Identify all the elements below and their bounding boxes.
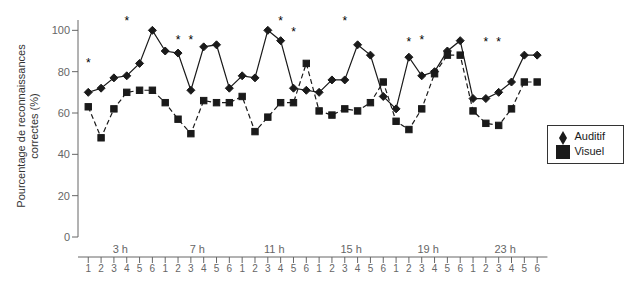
svg-text:4: 4: [432, 263, 438, 274]
svg-text:100: 100: [52, 24, 70, 36]
svg-text:4: 4: [278, 263, 284, 274]
svg-text:*: *: [291, 25, 296, 39]
svg-text:*: *: [124, 14, 129, 28]
svg-text:*: *: [407, 35, 412, 49]
svg-text:7 h: 7 h: [190, 243, 205, 255]
svg-text:80: 80: [58, 66, 70, 78]
svg-text:*: *: [484, 35, 489, 49]
svg-text:1: 1: [393, 263, 399, 274]
svg-text:*: *: [278, 14, 283, 28]
svg-text:1: 1: [239, 263, 245, 274]
svg-text:2: 2: [329, 263, 335, 274]
svg-text:*: *: [496, 35, 501, 49]
svg-text:*: *: [189, 33, 194, 47]
html-text:Visuel: Visuel: [574, 144, 605, 157]
svg-text:5: 5: [214, 263, 220, 274]
svg-text:6: 6: [227, 263, 233, 274]
svg-text:2: 2: [252, 263, 258, 274]
svg-text:15 h: 15 h: [340, 243, 361, 255]
svg-text:2: 2: [175, 263, 181, 274]
svg-text:6: 6: [304, 263, 310, 274]
html-text:Auditif: Auditif: [574, 130, 605, 143]
svg-text:6: 6: [380, 263, 386, 274]
svg-text:4: 4: [124, 263, 130, 274]
svg-text:5: 5: [291, 263, 297, 274]
svg-text:3: 3: [111, 263, 117, 274]
svg-text:3 h: 3 h: [113, 243, 128, 255]
svg-text:60: 60: [58, 107, 70, 119]
svg-text:3: 3: [419, 263, 425, 274]
svg-text:23 h: 23 h: [494, 243, 515, 255]
svg-text:5: 5: [137, 263, 143, 274]
svg-text:6: 6: [457, 263, 463, 274]
svg-text:*: *: [176, 33, 181, 47]
svg-text:3: 3: [496, 263, 502, 274]
svg-text:4: 4: [355, 263, 361, 274]
svg-text:3: 3: [265, 263, 271, 274]
html-text:Pourcentage de reconnaissances: Pourcentage de reconnaissances: [15, 44, 27, 208]
svg-text:2: 2: [98, 263, 104, 274]
svg-text:19 h: 19 h: [417, 243, 438, 255]
svg-text:40: 40: [58, 148, 70, 160]
svg-text:*: *: [419, 33, 424, 47]
svg-text:20: 20: [58, 190, 70, 202]
svg-text:1: 1: [470, 263, 476, 274]
svg-text:1: 1: [85, 263, 91, 274]
html-text:correctes (%): correctes (%): [28, 93, 40, 159]
svg-text:1: 1: [162, 263, 168, 274]
svg-text:6: 6: [534, 263, 540, 274]
svg-text:5: 5: [368, 263, 374, 274]
svg-text:11 h: 11 h: [264, 243, 285, 255]
svg-text:2: 2: [406, 263, 412, 274]
svg-text:3: 3: [188, 263, 194, 274]
svg-text:0: 0: [64, 231, 70, 243]
svg-text:5: 5: [522, 263, 528, 274]
svg-text:*: *: [342, 14, 347, 28]
svg-text:6: 6: [150, 263, 156, 274]
svg-text:*: *: [86, 56, 91, 70]
svg-text:4: 4: [201, 263, 207, 274]
svg-text:3: 3: [342, 263, 348, 274]
svg-text:2: 2: [483, 263, 489, 274]
svg-text:1: 1: [316, 263, 322, 274]
svg-text:5: 5: [445, 263, 451, 274]
svg-text:4: 4: [509, 263, 515, 274]
